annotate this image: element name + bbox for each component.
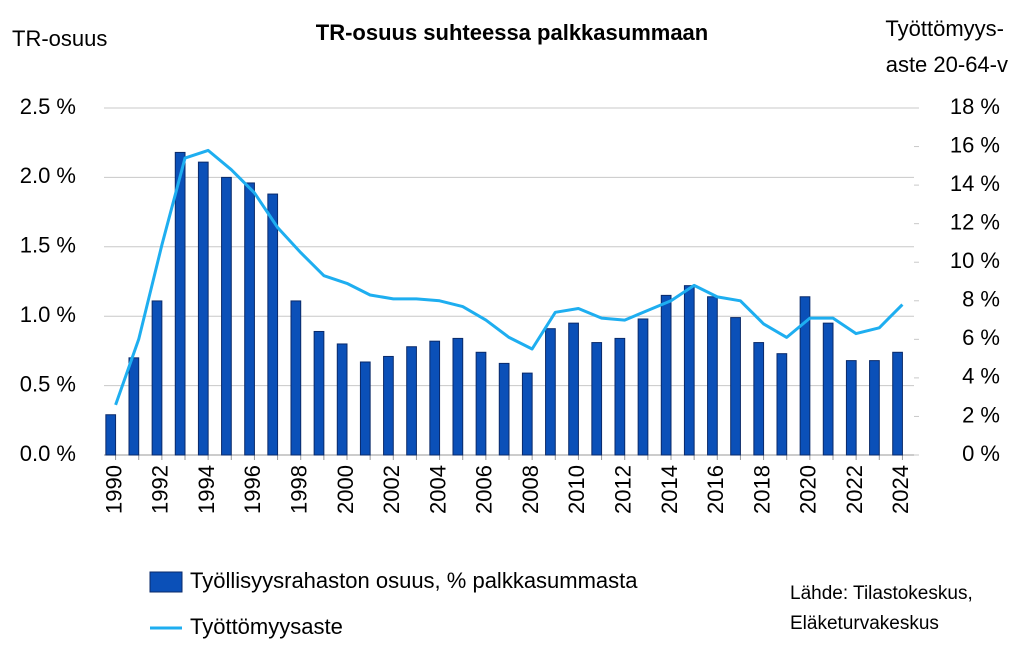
- x-tick-label: 1998: [287, 465, 312, 514]
- bar: [545, 328, 556, 456]
- y-tick-label: 1.0 %: [20, 302, 76, 327]
- bar: [359, 361, 371, 456]
- y2-tick-label: 2 %: [962, 402, 1000, 427]
- legend-label: Työttömyysaste: [190, 614, 343, 639]
- y2-tick-label: 0 %: [962, 441, 1000, 466]
- bar: [707, 296, 718, 456]
- x-tick-label: 2022: [842, 465, 867, 514]
- x-tick-label: 1994: [194, 465, 219, 514]
- y-tick-label: 2.5 %: [20, 94, 76, 119]
- x-tick-label: 1992: [148, 465, 173, 514]
- y-tick-label: 0.5 %: [20, 371, 76, 396]
- source-note: Eläketurvakeskus: [790, 613, 939, 634]
- y2-tick-label: 12 %: [950, 209, 1000, 234]
- x-tick-label: 2002: [379, 465, 404, 514]
- bar: [845, 360, 857, 456]
- bar: [475, 351, 487, 456]
- y2-tick-label: 10 %: [950, 248, 1000, 273]
- x-tick-label: 2014: [657, 465, 682, 514]
- chart-title: TR-osuus suhteessa palkkasummaan: [316, 20, 708, 45]
- bar: [799, 296, 811, 456]
- bar: [776, 353, 788, 456]
- x-tick-label: 2006: [472, 465, 497, 514]
- y2-tick-label: 16 %: [950, 132, 1000, 157]
- bar: [267, 193, 279, 456]
- bar: [174, 151, 186, 456]
- bar: [683, 285, 695, 456]
- legend-swatch: [149, 571, 183, 593]
- line: [114, 148, 904, 406]
- bar: [128, 357, 140, 456]
- bar: [521, 372, 533, 456]
- x-tick-label: 2000: [333, 465, 358, 514]
- y-tick-label: 1.5 %: [20, 233, 76, 258]
- bar: [197, 161, 209, 456]
- bar: [568, 322, 579, 456]
- bar: [313, 330, 325, 456]
- bar: [406, 346, 417, 456]
- bar: [105, 414, 117, 456]
- x-tick-label: 2016: [703, 465, 728, 514]
- bar: [892, 351, 903, 456]
- bar: [498, 362, 510, 456]
- y2-tick-label: 6 %: [962, 325, 1000, 350]
- bar: [591, 342, 603, 456]
- x-tick-label: 2012: [611, 465, 636, 514]
- x-tick-label: 2024: [888, 465, 913, 514]
- legend-label: Työllisyysrahaston osuus, % palkkasummas…: [190, 568, 638, 593]
- x-tick-label: 2010: [564, 465, 589, 514]
- y2-tick-label: 14 %: [950, 171, 1000, 196]
- bar: [383, 355, 394, 456]
- bar: [452, 337, 464, 456]
- x-tick-label: 2018: [749, 465, 774, 514]
- bar: [822, 322, 834, 456]
- x-tick-label: 2008: [518, 465, 543, 514]
- y2-tick-label: 8 %: [962, 287, 1000, 312]
- bar: [614, 337, 626, 456]
- x-tick-label: 1996: [240, 465, 265, 514]
- x-tick-label: 1990: [101, 465, 126, 514]
- y-tick-label: 2.0 %: [20, 163, 76, 188]
- bar: [637, 318, 649, 456]
- bar: [151, 300, 163, 456]
- y2-tick-label: 18 %: [950, 94, 1000, 119]
- y2-axis-label: Työttömyys-: [885, 16, 1004, 41]
- bar: [336, 343, 348, 456]
- y2-axis-label: aste 20-64-v: [886, 52, 1008, 77]
- bar: [753, 342, 765, 456]
- bar: [730, 317, 741, 456]
- bar: [429, 340, 441, 456]
- bar: [869, 360, 880, 456]
- bar: [660, 294, 672, 456]
- y2-tick-label: 4 %: [962, 364, 1000, 389]
- x-tick-label: 2020: [796, 465, 821, 514]
- bar: [244, 182, 255, 456]
- source-note: Lähde: Tilastokeskus,: [790, 583, 973, 604]
- bar: [221, 176, 232, 456]
- bar: [290, 300, 302, 456]
- y-tick-label: 0.0 %: [20, 441, 76, 466]
- y-axis-label: TR-osuus: [12, 26, 107, 51]
- x-tick-label: 2004: [425, 465, 450, 514]
